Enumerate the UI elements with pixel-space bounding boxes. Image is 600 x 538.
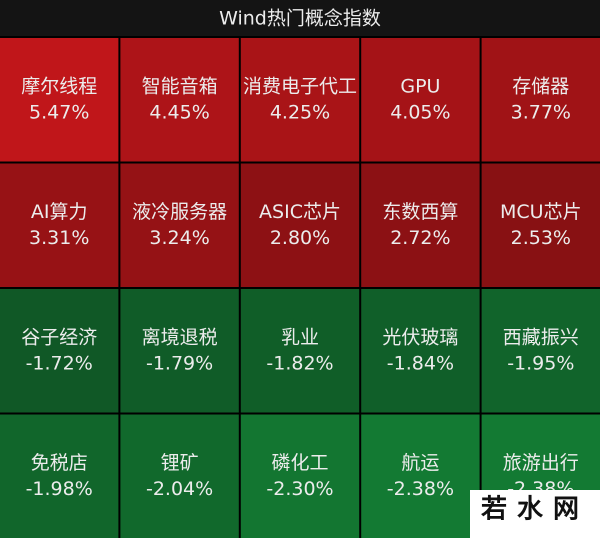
cell-value: -1.79% (146, 352, 213, 374)
cell-label: 磷化工 (271, 452, 328, 474)
cell (0, 38, 119, 162)
cell-value: -1.95% (507, 352, 574, 374)
cell-value: 3.24% (149, 227, 209, 249)
cell-value: 4.45% (149, 101, 209, 123)
cell (0, 289, 119, 413)
cell-label: 离境退税 (142, 326, 218, 348)
cell-value: -1.84% (387, 352, 454, 374)
chart-title: Wind热门概念指数 (219, 7, 381, 30)
cell-label: 液冷服务器 (132, 201, 227, 223)
cell-value: 3.77% (511, 101, 571, 123)
cell (361, 163, 480, 287)
cell (240, 163, 360, 287)
cell (120, 38, 239, 162)
cell-label: MCU芯片 (500, 201, 582, 223)
cell (361, 414, 480, 538)
cell (240, 289, 360, 413)
cell-value: 2.80% (270, 227, 330, 249)
cell-label: 西藏振兴 (503, 326, 579, 348)
cell-value: 5.47% (29, 101, 89, 123)
cell (120, 289, 239, 413)
cell-label: 存储器 (512, 75, 569, 97)
cell-value: -2.04% (146, 478, 213, 500)
cell (240, 38, 360, 162)
cell (240, 414, 360, 538)
cell-label: 东数西算 (382, 201, 458, 223)
cell (0, 414, 119, 538)
cell-label: 谷子经济 (21, 326, 97, 348)
cell-label: 旅游出行 (503, 452, 579, 474)
cell (120, 414, 239, 538)
cell-label: 光伏玻璃 (382, 326, 458, 348)
cell (361, 38, 480, 162)
cell-value: -1.82% (266, 352, 333, 374)
cell-label: GPU (400, 75, 440, 97)
cell (0, 163, 119, 287)
cell-value: 2.72% (390, 227, 450, 249)
cell (120, 163, 239, 287)
cell-label: 智能音箱 (142, 75, 218, 97)
cell (481, 289, 600, 413)
cell-value: -2.30% (266, 478, 333, 500)
cell-value: 4.05% (390, 101, 450, 123)
cell-value: -1.72% (26, 352, 93, 374)
cell-label: 乳业 (281, 326, 319, 348)
cell (481, 38, 600, 162)
title-bar (0, 0, 600, 36)
cell-label: ASIC芯片 (259, 201, 341, 223)
cell-label: 航运 (401, 452, 439, 474)
cell-value: 2.53% (511, 227, 571, 249)
cell-label: 摩尔线程 (21, 75, 97, 97)
cell-label: AI算力 (31, 201, 88, 223)
cell-label: 消费电子代工 (243, 75, 357, 97)
cell-label: 锂矿 (161, 452, 199, 474)
cell (481, 163, 600, 287)
cell-label: 免税店 (31, 452, 88, 474)
cell-value: 3.31% (29, 227, 89, 249)
cell (361, 289, 480, 413)
cell-value: -1.98% (26, 478, 93, 500)
watermark: 若水网 (481, 495, 589, 525)
cell-value: 4.25% (270, 101, 330, 123)
watermark-box (470, 490, 600, 538)
cell-value: -2.38% (387, 478, 454, 500)
